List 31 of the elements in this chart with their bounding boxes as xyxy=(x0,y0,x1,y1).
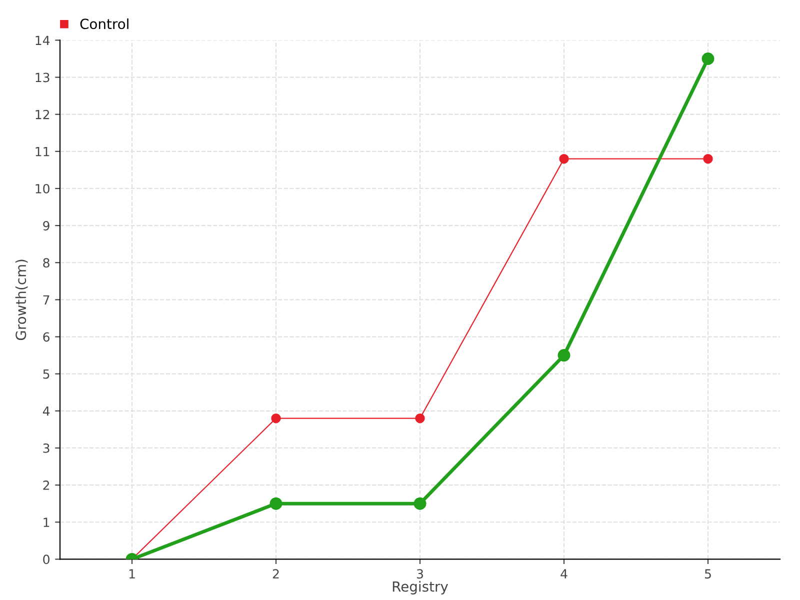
y-tick-label: 3 xyxy=(43,443,50,453)
point xyxy=(559,154,569,164)
y-tick-label: 6 xyxy=(43,332,50,342)
y-tick-label: 8 xyxy=(43,258,50,268)
point xyxy=(558,349,570,362)
x-axis-title: Registry xyxy=(392,581,448,594)
point xyxy=(270,497,282,510)
x-tick-label: 4 xyxy=(560,569,568,578)
x-tick-label: 3 xyxy=(416,569,423,579)
point xyxy=(414,497,426,510)
y-tick-label: 7 xyxy=(43,295,50,304)
y-tick-label: 12 xyxy=(36,110,50,120)
x-tick-label: 2 xyxy=(272,569,279,578)
x-tick-label: 1 xyxy=(129,569,135,578)
y-tick-label: 1 xyxy=(44,518,50,527)
y-tick-label: 13 xyxy=(36,72,50,82)
y-tick-label: 5 xyxy=(43,369,50,379)
y-tick-label: 4 xyxy=(42,406,50,416)
x-tick-label: 5 xyxy=(704,569,711,579)
point xyxy=(703,154,713,164)
point xyxy=(271,413,281,424)
point xyxy=(702,52,714,65)
point xyxy=(415,413,425,424)
y-tick-label: 0 xyxy=(43,554,50,564)
y-axis-title: Growth(cm) xyxy=(15,260,28,340)
y-tick-label: 9 xyxy=(43,221,50,230)
y-tick-label: 14 xyxy=(36,36,50,45)
y-tick-label: 2 xyxy=(43,480,50,490)
y-tick-label: 10 xyxy=(36,184,50,194)
legend-label: Control xyxy=(80,18,128,30)
y-tick-label: 11 xyxy=(36,147,50,156)
